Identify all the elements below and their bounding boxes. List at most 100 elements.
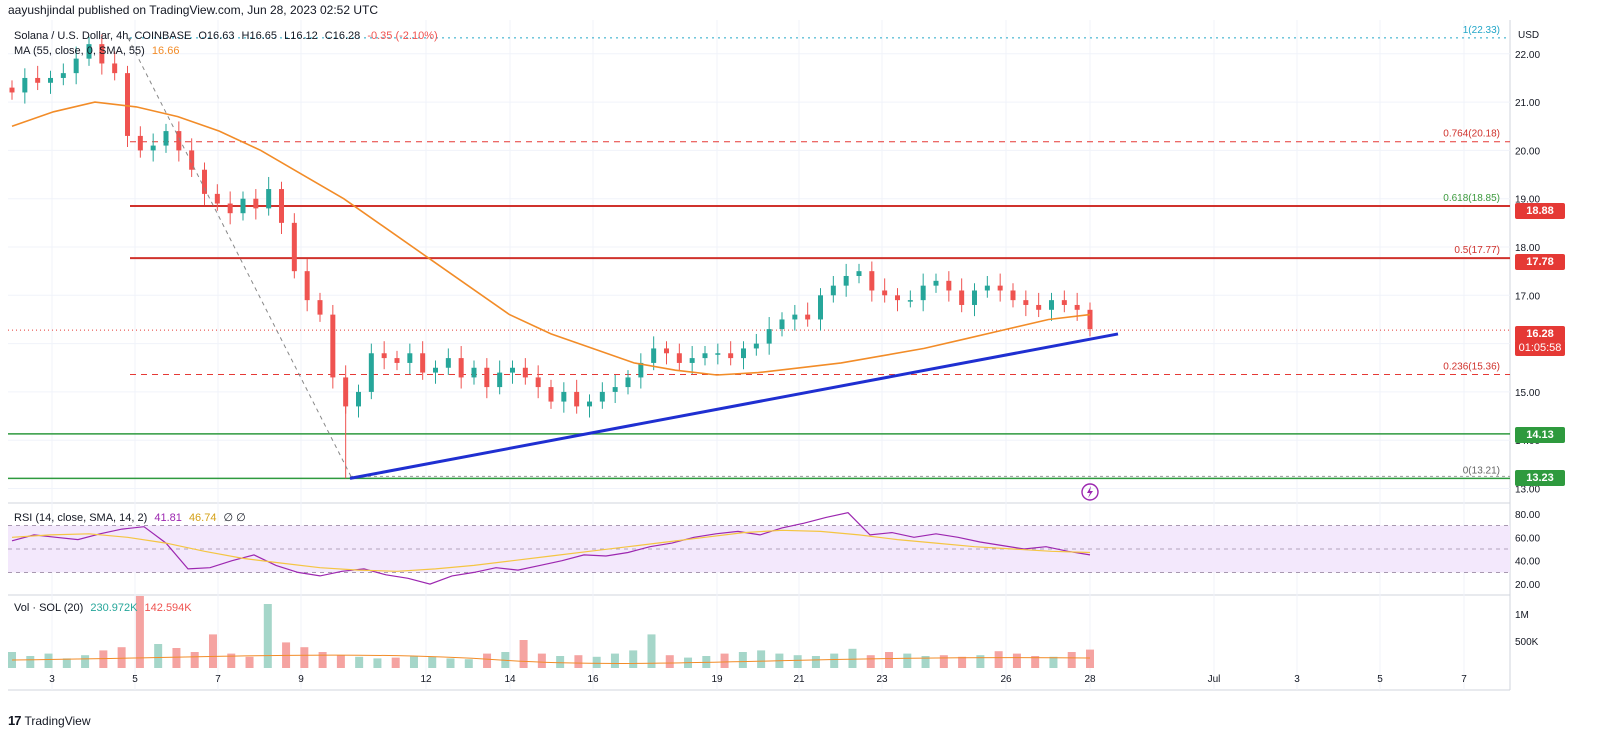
lightning-icon-bolt [1087, 486, 1093, 498]
rsi-tick-label: 80.00 [1515, 510, 1540, 521]
volume-bar [757, 650, 766, 668]
rsi-ma-value: 46.74 [188, 512, 217, 524]
volume-bar [592, 656, 601, 668]
time-tick-label: 5 [132, 674, 138, 685]
high-value: H16.65 [241, 30, 278, 42]
candle-down [112, 63, 118, 74]
candle-down [279, 189, 284, 223]
volume-bar [811, 656, 820, 668]
candle-down [137, 135, 143, 151]
volume-bar [336, 655, 345, 668]
volume-bar [318, 652, 327, 668]
price-tick-label: 17.00 [1515, 291, 1540, 302]
volume-bar [848, 648, 857, 668]
ma-label: MA (55, close, 0, SMA, 55) [14, 45, 145, 57]
candle-up [599, 391, 605, 402]
time-tick-label: 5 [1377, 674, 1383, 685]
volume-bar [227, 653, 236, 668]
candle-up [933, 280, 939, 286]
vol-value: 230.972K [90, 602, 138, 614]
candle-down [9, 87, 15, 93]
candle-up [651, 348, 657, 363]
fibonacci-labels: 1(22.33) 0.764(20.18) 0.618(18.85) 0.5(17.7… [1443, 25, 1500, 476]
volume-bar [446, 658, 455, 668]
volume-bar [903, 653, 912, 668]
candle-down [1023, 300, 1029, 305]
candle-down [381, 353, 387, 359]
candle-up [818, 295, 823, 320]
volume-bar [245, 656, 254, 668]
candle-up [266, 189, 272, 209]
volume-bar [117, 647, 126, 668]
volume-bar [1086, 649, 1094, 668]
candle-up [445, 358, 451, 368]
time-tick-label: 7 [1461, 674, 1467, 685]
candle-down [484, 367, 490, 388]
candle-up [830, 285, 836, 296]
price-tick-label: 22.00 [1515, 50, 1540, 61]
candle-up [22, 77, 28, 93]
time-tick-label: 16 [587, 674, 599, 685]
candle-up [753, 343, 759, 349]
fib-label: 0.5(17.77) [1454, 245, 1500, 256]
volume-bar [373, 658, 382, 668]
volume-bar [647, 634, 656, 668]
volume-bar [190, 652, 199, 668]
volume-tick-label: 500K [1515, 637, 1539, 648]
candle-down [664, 348, 669, 354]
candle-down [574, 391, 580, 407]
volume-pane: 1M 500K [8, 596, 1539, 668]
volume-bar [44, 653, 53, 668]
candle-up [356, 391, 361, 407]
support-trendline [349, 332, 1119, 480]
volume-bar [1012, 653, 1021, 668]
rsi-ma-line [11, 529, 1091, 572]
rsi-label: RSI (14, close, SMA, 14, 2) [14, 512, 148, 524]
candle-up [73, 58, 79, 74]
volume-bar [81, 655, 90, 668]
volume-bar [483, 653, 492, 668]
candle-down [394, 358, 400, 363]
volume-bar [976, 655, 985, 668]
candle-up [741, 348, 746, 359]
candle-up [792, 314, 798, 320]
ma-legend[interactable]: MA (55, close, 0, SMA, 55) 16.66 [14, 45, 183, 57]
time-tick-label: 21 [793, 674, 805, 685]
candle-up [972, 290, 977, 305]
volume-bar [300, 647, 309, 668]
volume-bar [154, 644, 163, 668]
vol-label: Vol · SOL (20) [14, 602, 84, 614]
candle-up [240, 198, 246, 214]
fib-label: 0.764(20.18) [1443, 129, 1500, 140]
volume-bar [921, 656, 930, 668]
fib-label: 0(13.21) [1463, 465, 1500, 476]
rsi-legend[interactable]: RSI (14, close, SMA, 14, 2) 41.81 46.74 … [14, 511, 250, 524]
time-tick-label: 26 [1000, 674, 1012, 685]
candle-down [997, 285, 1003, 291]
countdown-tag: 01:05:58 [1515, 340, 1565, 356]
price-tag-17-78: 17.78 [1515, 254, 1565, 270]
change-value: -0.35 (-2.10%) [367, 30, 438, 42]
moving-average-line [11, 101, 1091, 376]
candle-down [946, 280, 952, 291]
time-tick-label: 19 [711, 674, 723, 685]
fib-label: 0.618(18.85) [1443, 193, 1500, 204]
volume-bar [866, 655, 875, 668]
candle-down [176, 131, 182, 151]
volume-bar [994, 651, 1003, 668]
lightning-icon [1081, 483, 1099, 501]
time-tick-label: 9 [298, 674, 304, 685]
price-tag-14-13: 14.13 [1515, 427, 1565, 443]
candle-down [304, 271, 310, 301]
volume-bar [574, 655, 583, 668]
price-tag-last: 16.28 [1515, 326, 1565, 342]
candle-down [227, 203, 233, 214]
price-tick-label: 20.00 [1515, 146, 1540, 157]
candle-down [728, 353, 734, 359]
candle-up [612, 387, 618, 392]
low-value: L16.12 [284, 30, 318, 42]
volume-legend[interactable]: Vol · SOL (20) 230.972K 142.594K [14, 602, 196, 614]
fibonacci-diagonal [127, 37, 353, 479]
volume-bar [720, 653, 729, 668]
